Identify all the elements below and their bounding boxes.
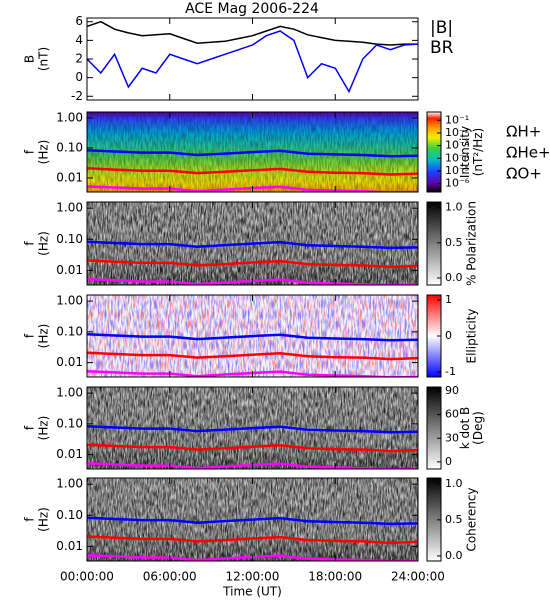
y-axis-label: (Hz) [37,140,51,165]
colorbar-tick-label: 1.0 [445,201,463,214]
colorbar [426,386,442,470]
colorbar-tick-label: 10⁻¹ [445,113,469,126]
legend-entry: ΩO+ [506,165,542,183]
y-axis-label: (Hz) [37,324,51,349]
y-tick-label: 1.00 [56,477,83,491]
colorbar-tick-label: 10⁻⁵ [445,164,469,177]
y-tick-label: 1.00 [56,294,83,308]
x-tick-label: 12:00:00 [226,570,280,584]
y-tick-label: 0.10 [56,232,83,246]
colorbar-tick-label: 0 [445,329,452,342]
y-axis-label: (Hz) [37,416,51,441]
plot-area [87,112,418,192]
y-tick-label: 1.00 [56,386,83,400]
plot-area [87,20,418,94]
colorbar-label: k dot B [458,407,472,449]
colorbar-tick-label: 10⁻² [445,126,469,139]
y-tick-label: 6 [75,14,83,28]
y-tick-label: 0.01 [56,447,83,461]
x-tick-label: 00:00:00 [60,570,114,584]
y-axis-label: f [23,149,37,154]
x-axis-label: Time (UT) [222,585,282,599]
y-tick-label: 0.01 [56,355,83,369]
plot-area [87,478,418,561]
colorbar [426,201,442,286]
colorbar-tick-label: 10⁻⁴ [445,151,470,164]
y-tick-label: 4 [75,33,83,47]
gyrofrequency-line [87,332,418,342]
y-tick-label: -2 [71,89,83,103]
y-tick-label: 0.01 [56,170,83,184]
colorbar-label: Coherency [465,487,479,551]
y-tick-label: 0.10 [56,508,83,522]
plot-area [87,387,418,469]
colorbar-tick-label: 60 [445,408,459,421]
y-axis-label: (Hz) [37,231,51,256]
legend-entry: ΩHe+ [506,144,550,162]
legend-entry: ΩH+ [506,123,541,141]
gyrofrequency-line [87,259,418,269]
y-tick-label: 0.10 [56,324,83,338]
colorbar-tick-label: 1 [445,293,452,306]
y-axis-label: (Hz) [37,507,51,532]
y-axis-label: f [23,517,37,522]
colorbar-label: Intensity [458,126,472,178]
colorbar-label: (nT²/Hz) [471,128,485,176]
gyrofrequency-line [87,516,418,526]
gyrofrequency-line [87,424,418,434]
colorbar-tick-label: 90 [445,384,459,397]
colorbar-tick-label: 1.0 [445,477,463,490]
y-axis-label: f [23,241,37,246]
x-tick-label: 18:00:00 [308,570,362,584]
y-axis-label: B [23,55,37,63]
line [87,30,418,94]
gyrofrequency-line [87,148,418,158]
colorbar-tick-label: 30 [445,431,459,444]
plot-area [87,295,418,377]
plot-area [87,202,418,285]
line [87,20,418,46]
y-tick-label: 0 [75,70,83,84]
legend-entry: |B| [430,18,453,38]
colorbar-label: (Deg) [471,411,485,445]
colorbar-tick-label: 10⁻⁶ [445,177,470,190]
colorbar-tick-label: 0.5 [445,236,463,249]
colorbar-label: Ellipticity [465,309,479,364]
y-axis-label: f [23,333,37,338]
colorbar-tick-label: 0.5 [445,513,463,526]
gyrofrequency-line [87,443,418,453]
y-axis-label: (nT) [37,47,51,71]
y-tick-label: 2 [75,52,83,66]
gyrofrequency-line [87,240,418,250]
y-tick-label: 1.00 [56,110,83,124]
plot-frame [86,17,419,101]
gyrofrequency-line [87,351,418,361]
gyrofrequency-line [87,535,418,545]
colorbar-tick-label: 10⁻³ [445,139,469,152]
colorbar-label: % Polarization [465,201,479,286]
y-tick-label: 0.10 [56,140,83,154]
legend-entry: BR [430,38,454,58]
colorbar-tick-label: 0.0 [445,549,463,562]
colorbar-tick-label: 0 [445,455,452,468]
colorbar [426,111,442,193]
colorbar-tick-label: -1 [445,365,456,378]
y-tick-label: 1.00 [56,201,83,215]
y-tick-label: 0.01 [56,539,83,553]
x-tick-label: 24:00:00 [391,570,445,584]
y-axis-label: f [23,425,37,430]
chart-title: ACE Mag 2006-224 [185,1,319,17]
y-tick-label: 0.01 [56,263,83,277]
colorbar-tick-label: 0.0 [445,271,463,284]
x-tick-label: 06:00:00 [143,570,197,584]
gyrofrequency-line [87,167,418,176]
y-tick-label: 0.10 [56,416,83,430]
